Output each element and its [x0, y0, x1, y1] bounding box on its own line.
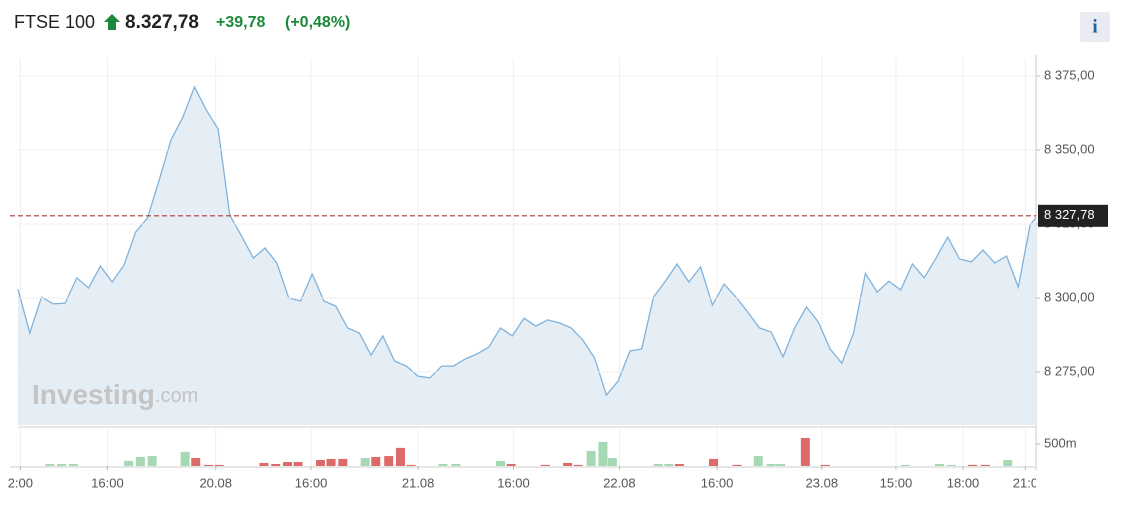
x-tick-label: 21.08	[402, 475, 435, 490]
up-arrow	[104, 14, 120, 30]
info-button-bg	[1080, 12, 1110, 42]
volume-bar	[384, 456, 394, 466]
volume-bar	[766, 464, 776, 466]
volume-bar	[204, 464, 214, 466]
volume-bar	[506, 464, 516, 466]
volume-bar	[753, 456, 763, 466]
volume-bar	[57, 464, 67, 466]
volume-bar	[451, 464, 461, 466]
y-tick-label: 8 350,00	[1044, 141, 1095, 156]
plot: 2:00 16:00 20.08 16:00 21.08 16:00 22.08 16:00 2…	[8, 58, 1038, 490]
volume-bar	[967, 464, 977, 466]
x-tick-label: 15:00	[880, 475, 913, 490]
volume-bar	[438, 464, 448, 466]
y-tick-label: 8 375,00	[1044, 67, 1095, 82]
volume-bar	[573, 464, 583, 466]
volume-bar	[653, 464, 663, 466]
volume-bar	[980, 464, 990, 466]
x-tick-label: 16:00	[701, 475, 734, 490]
volume-bar	[406, 464, 416, 466]
x-tick-label: 16:00	[497, 475, 530, 490]
volume-bar	[540, 464, 550, 466]
x-tick-label: 20.08	[199, 475, 232, 490]
info-button[interactable]: i	[1080, 12, 1110, 42]
watermark-brand: Investing	[32, 379, 155, 410]
change-percent: (+0,48%)	[285, 14, 350, 31]
volume-bar	[271, 464, 281, 466]
x-tick-label: 21:0	[1013, 475, 1038, 490]
volume-bar	[315, 460, 325, 466]
volume-bar	[1003, 460, 1013, 466]
volume-bar	[776, 464, 786, 466]
x-tick-label: 18:00	[947, 475, 980, 490]
volume-bar	[135, 456, 145, 466]
volume-bar	[674, 464, 684, 466]
volume-bar	[180, 451, 190, 466]
volume-bar	[607, 458, 617, 466]
info-icon: i	[1092, 16, 1097, 37]
volume-bar	[283, 462, 293, 466]
volume-bar	[147, 456, 157, 466]
volume-bar	[338, 458, 348, 466]
watermark-domain: .com	[155, 385, 198, 407]
volume-bar	[664, 464, 674, 466]
volume-bar	[293, 462, 303, 466]
volume-bar	[709, 458, 719, 466]
volume-bar	[496, 460, 506, 466]
volume-bar	[598, 441, 608, 466]
volume-bar	[563, 462, 573, 466]
x-tick-label: 16:00	[295, 475, 328, 490]
current-price-label: 8 327,78	[1044, 207, 1095, 222]
volume-bar	[946, 464, 956, 466]
x-tick-label: 16:00	[91, 475, 124, 490]
volume-bar	[68, 464, 78, 466]
volume-bar	[800, 437, 810, 466]
volume-bar	[900, 464, 910, 466]
price: 8.327,78	[125, 12, 199, 33]
watermark: Investing.com	[32, 379, 198, 410]
index-name: FTSE 100	[14, 12, 95, 32]
price-line	[17, 85, 1036, 397]
volume-bar	[191, 458, 201, 466]
volume-bar	[820, 464, 830, 466]
x-tick-label: 23.08	[806, 475, 839, 490]
volume-bar	[732, 464, 742, 466]
volume-bar	[45, 464, 55, 466]
change: +39,78	[216, 14, 265, 31]
volume-bar	[259, 462, 269, 466]
volume-tick-label: 500m	[1044, 435, 1077, 450]
volume-bar	[214, 464, 224, 466]
volume-bar	[586, 450, 596, 466]
volume-bar	[360, 458, 370, 466]
volume-bar	[124, 460, 134, 466]
y-tick-label: 8 300,00	[1044, 289, 1095, 304]
volume-bar	[326, 458, 336, 466]
volume-bar	[934, 464, 944, 466]
volume-bar	[371, 456, 381, 466]
x-tick-label: 22.08	[603, 475, 636, 490]
volume-bar	[395, 447, 405, 466]
current-price-box	[1038, 204, 1108, 227]
y-tick-label: 8 275,00	[1044, 363, 1095, 378]
x-tick-label: 2:00	[8, 475, 33, 490]
price-area	[18, 87, 1036, 425]
